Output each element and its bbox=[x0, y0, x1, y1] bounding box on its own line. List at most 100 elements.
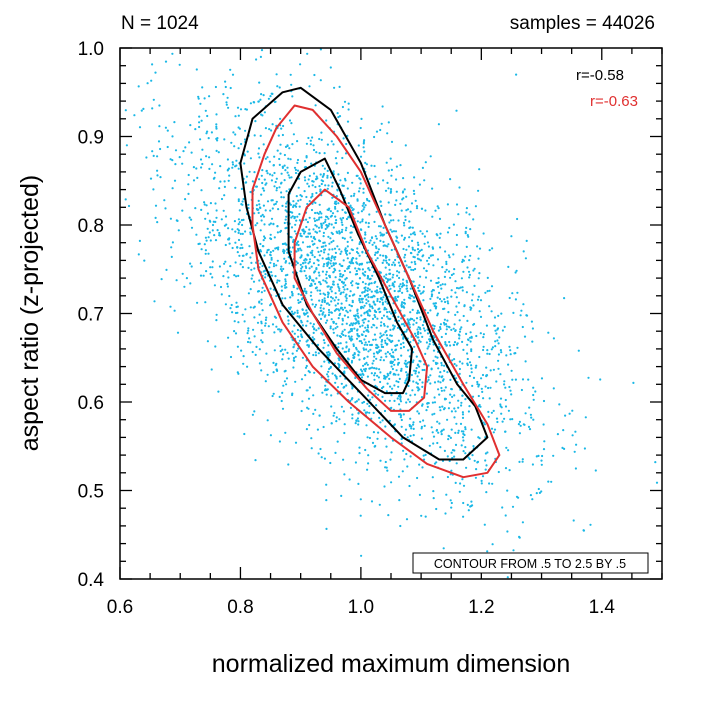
scatter-point bbox=[381, 298, 384, 301]
scatter-point bbox=[292, 366, 295, 369]
scatter-point bbox=[403, 188, 406, 191]
scatter-point bbox=[349, 309, 352, 312]
scatter-point bbox=[273, 349, 276, 352]
scatter-point bbox=[504, 514, 507, 517]
scatter-point bbox=[327, 261, 330, 264]
scatter-point bbox=[427, 345, 430, 348]
scatter-point bbox=[428, 444, 431, 447]
scatter-point bbox=[307, 262, 310, 265]
scatter-point bbox=[386, 382, 389, 385]
scatter-point bbox=[385, 445, 388, 448]
scatter-point bbox=[460, 444, 463, 447]
scatter-point bbox=[284, 297, 287, 300]
scatter-point bbox=[469, 228, 472, 231]
scatter-point bbox=[521, 460, 524, 463]
scatter-point bbox=[300, 235, 303, 238]
scatter-point bbox=[458, 367, 461, 371]
scatter-point bbox=[288, 308, 291, 311]
scatter-point bbox=[351, 397, 354, 400]
scatter-point bbox=[380, 291, 383, 294]
scatter-point bbox=[340, 382, 343, 385]
scatter-point bbox=[278, 163, 281, 166]
scatter-point bbox=[281, 297, 284, 300]
scatter-point bbox=[416, 476, 419, 480]
scatter-point bbox=[323, 251, 326, 254]
scatter-point bbox=[342, 285, 345, 289]
scatter-point bbox=[416, 253, 419, 256]
scatter-point bbox=[413, 332, 417, 335]
scatter-point bbox=[464, 446, 467, 449]
contour-note: CONTOUR FROM .5 TO 2.5 BY .5 bbox=[434, 557, 626, 571]
scatter-point bbox=[360, 117, 363, 120]
scatter-point bbox=[363, 312, 366, 315]
scatter-point bbox=[275, 200, 278, 203]
scatter-point bbox=[497, 367, 500, 370]
scatter-point bbox=[457, 287, 460, 290]
scatter-point bbox=[399, 283, 402, 286]
scatter-point bbox=[470, 349, 473, 353]
scatter-point bbox=[293, 217, 296, 220]
scatter-point bbox=[456, 311, 459, 314]
scatter-point bbox=[345, 299, 348, 302]
scatter-point bbox=[398, 289, 401, 293]
scatter-point bbox=[317, 212, 320, 215]
scatter-point bbox=[429, 155, 432, 158]
scatter-point bbox=[357, 316, 360, 319]
scatter-point bbox=[344, 278, 347, 281]
scatter-point bbox=[504, 430, 507, 433]
scatter-point bbox=[284, 260, 288, 263]
scatter-point bbox=[351, 280, 354, 283]
scatter-point bbox=[328, 354, 331, 357]
scatter-point bbox=[520, 309, 523, 312]
scatter-point bbox=[402, 449, 405, 452]
scatter-point bbox=[301, 241, 305, 244]
scatter-point bbox=[321, 257, 324, 260]
scatter-point bbox=[431, 413, 434, 416]
scatter-point bbox=[384, 256, 388, 259]
scatter-point bbox=[430, 426, 433, 429]
scatter-point bbox=[448, 435, 451, 438]
scatter-point bbox=[361, 268, 364, 271]
scatter-point bbox=[376, 297, 379, 301]
scatter-point bbox=[378, 300, 381, 303]
scatter-point bbox=[470, 367, 473, 370]
scatter-point bbox=[313, 255, 316, 259]
scatter-point bbox=[318, 216, 321, 219]
scatter-point bbox=[398, 271, 401, 274]
scatter-point bbox=[378, 368, 381, 371]
scatter-point bbox=[363, 304, 366, 307]
scatter-point bbox=[400, 414, 403, 417]
scatter-point bbox=[403, 314, 406, 317]
scatter-point bbox=[381, 261, 384, 264]
scatter-point bbox=[214, 202, 217, 205]
scatter-point bbox=[435, 507, 438, 511]
scatter-point bbox=[413, 393, 417, 396]
scatter-point bbox=[394, 203, 397, 206]
scatter-point bbox=[436, 420, 439, 423]
scatter-point bbox=[253, 335, 256, 338]
scatter-point bbox=[399, 164, 402, 167]
scatter-point bbox=[534, 390, 537, 393]
scatter-point bbox=[124, 109, 127, 112]
scatter-point bbox=[305, 389, 308, 392]
scatter-point bbox=[532, 418, 535, 421]
scatter-point bbox=[299, 263, 302, 266]
scatter-point bbox=[369, 239, 372, 242]
scatter-point bbox=[297, 335, 300, 338]
scatter-point bbox=[300, 249, 303, 252]
scatter-point bbox=[455, 343, 459, 346]
scatter-point bbox=[450, 273, 453, 277]
scatter-point bbox=[335, 296, 338, 299]
scatter-point bbox=[385, 355, 388, 358]
scatter-point bbox=[432, 289, 435, 292]
scatter-point bbox=[301, 265, 304, 268]
scatter-point bbox=[178, 63, 181, 66]
scatter-point bbox=[395, 178, 398, 181]
scatter-point bbox=[264, 380, 267, 383]
scatter-point bbox=[478, 437, 481, 440]
scatter-point bbox=[328, 242, 331, 245]
scatter-point bbox=[380, 334, 383, 337]
scatter-point bbox=[452, 327, 455, 330]
scatter-point bbox=[199, 274, 203, 277]
scatter-point bbox=[386, 280, 389, 284]
